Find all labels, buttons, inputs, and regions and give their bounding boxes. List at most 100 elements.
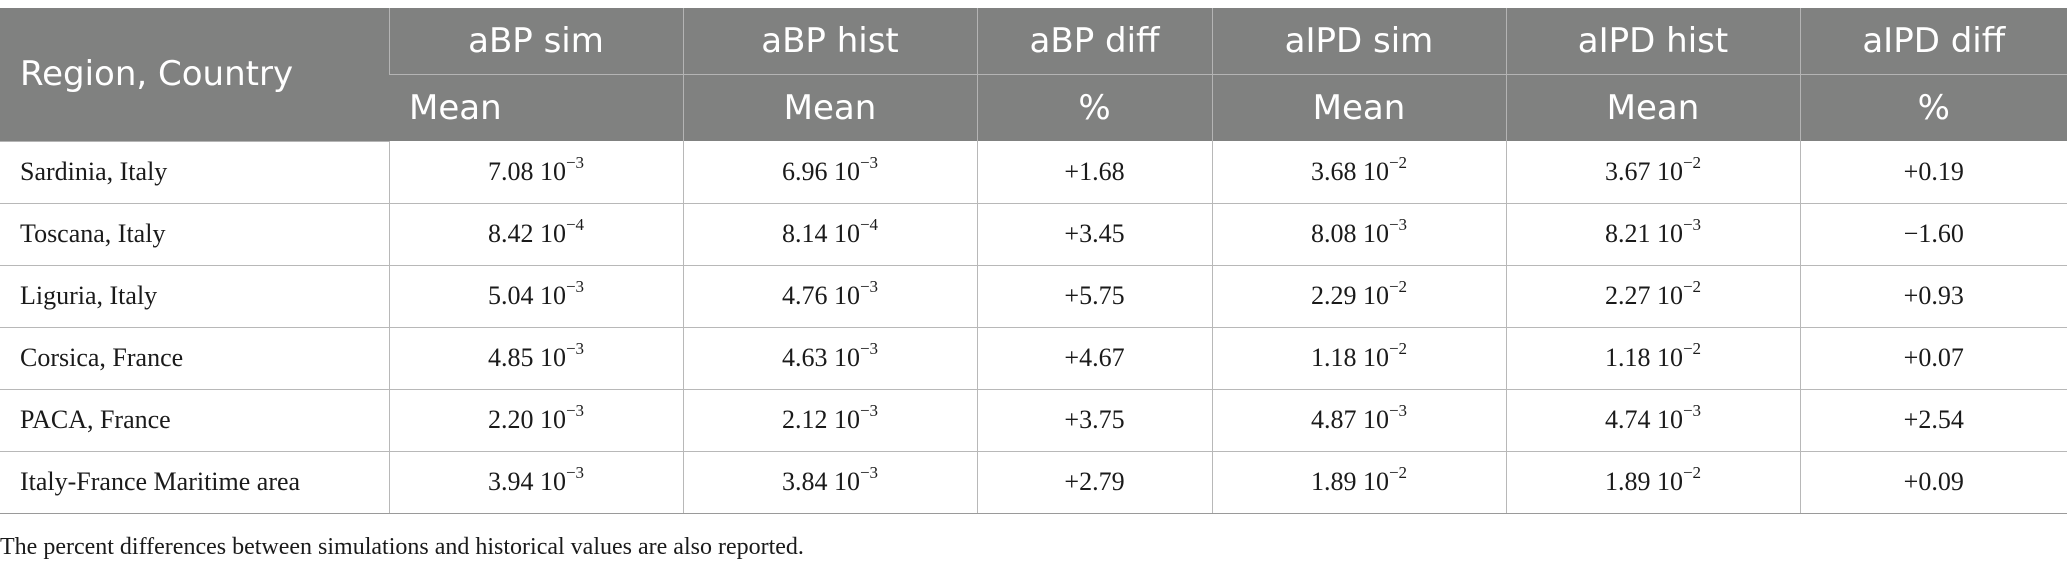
- value-mantissa: 1.18 10: [1604, 343, 1683, 372]
- region-cell: Toscana, Italy: [0, 203, 389, 266]
- value-mantissa: +2.54: [1903, 405, 1964, 434]
- header-aipd-diff: aIPD diff: [1799, 8, 2067, 75]
- value-cell: +2.54: [1799, 389, 2067, 452]
- subheader-abp-sim: Mean: [389, 74, 683, 141]
- subheader-aipd-sim: Mean: [1211, 74, 1506, 141]
- header-region-country: Region, Country: [0, 8, 389, 142]
- value-mantissa: +3.45: [1064, 219, 1125, 248]
- value-mantissa: 3.68 10: [1310, 156, 1389, 186]
- table-header: Region, Country aBP sim aBP hist aBP dif…: [0, 8, 2067, 142]
- value-exponent: −2: [1682, 153, 1702, 173]
- value-cell: 7.08 10−3: [388, 141, 683, 204]
- value-cell: 4.87 10−3: [1211, 389, 1506, 452]
- value-cell: 1.89 10−2: [1505, 451, 1800, 514]
- value-mantissa: 6.96 10: [781, 156, 860, 186]
- value-mantissa: +2.79: [1064, 467, 1125, 496]
- value-mantissa: 8.08 10: [1310, 219, 1389, 248]
- value-mantissa: 3.84 10: [781, 467, 860, 496]
- value-cell: −1.60: [1799, 203, 2067, 266]
- value-cell: +0.07: [1799, 327, 2067, 390]
- value-exponent: −3: [565, 277, 585, 297]
- value-cell: +1.68: [976, 141, 1212, 204]
- value-cell: +0.19: [1799, 141, 2067, 204]
- value-exponent: −3: [859, 463, 879, 483]
- value-cell: +0.93: [1799, 265, 2067, 328]
- header-aipd-sim: aIPD sim: [1211, 8, 1506, 75]
- value-cell: 4.74 10−3: [1505, 389, 1800, 452]
- value-cell: 2.29 10−2: [1211, 265, 1506, 328]
- value-mantissa: 8.42 10: [487, 219, 566, 248]
- table-row: Sardinia, Italy 7.08 10−3 6.96 10−3 +1.68 3.…: [0, 141, 2067, 204]
- value-mantissa: 2.12 10: [781, 405, 860, 434]
- value-exponent: −2: [1388, 153, 1408, 173]
- table-row: Liguria, Italy 5.04 10−3 4.76 10−3 +5.75 2.2…: [0, 265, 2067, 328]
- value-exponent: −2: [1388, 463, 1408, 483]
- value-cell: +5.75: [976, 265, 1212, 328]
- value-mantissa: 4.63 10: [781, 343, 860, 372]
- value-mantissa: +0.19: [1903, 156, 1964, 186]
- value-cell: +3.45: [976, 203, 1212, 266]
- region-cell: PACA, France: [0, 389, 389, 452]
- value-cell: 4.63 10−3: [682, 327, 977, 390]
- value-mantissa: 3.94 10: [487, 467, 566, 496]
- value-mantissa: +4.67: [1064, 343, 1125, 372]
- value-exponent: −3: [1682, 401, 1702, 421]
- value-mantissa: 1.89 10: [1604, 467, 1683, 496]
- table-footnote: The percent differences between simulati…: [0, 534, 804, 560]
- value-mantissa: 4.74 10: [1604, 405, 1683, 434]
- value-mantissa: 2.29 10: [1310, 281, 1389, 310]
- value-exponent: −3: [859, 153, 879, 173]
- subheader-aipd-hist: Mean: [1505, 74, 1800, 141]
- value-mantissa: 1.89 10: [1310, 467, 1389, 496]
- region-cell: Corsica, France: [0, 327, 389, 390]
- value-cell: +0.09: [1799, 451, 2067, 514]
- value-mantissa: 1.18 10: [1310, 343, 1389, 372]
- value-cell: 2.20 10−3: [388, 389, 683, 452]
- header-abp-sim: aBP sim: [388, 8, 683, 75]
- value-exponent: −3: [1682, 215, 1702, 235]
- value-cell: 4.85 10−3: [388, 327, 683, 390]
- value-cell: 3.67 10−2: [1505, 141, 1800, 204]
- value-exponent: −3: [565, 153, 585, 173]
- value-cell: 6.96 10−3: [682, 141, 977, 204]
- value-mantissa: 3.67 10: [1604, 156, 1683, 186]
- value-exponent: −3: [565, 339, 585, 359]
- header-abp-hist: aBP hist: [682, 8, 977, 75]
- value-cell: 1.18 10−2: [1505, 327, 1800, 390]
- value-cell: +2.79: [976, 451, 1212, 514]
- value-mantissa: 7.08 10: [487, 156, 566, 186]
- value-mantissa: 2.27 10: [1604, 281, 1683, 310]
- header-abp-diff: aBP diff: [976, 8, 1212, 75]
- value-mantissa: 4.76 10: [781, 281, 860, 310]
- table-row: PACA, France 2.20 10−3 2.12 10−3 +3.75 4.87 …: [0, 389, 2067, 452]
- header-aipd-hist: aIPD hist: [1505, 8, 1800, 75]
- table-row: Italy-France Maritime area 3.94 10 −3 3.84 …: [0, 451, 2067, 514]
- value-mantissa: 4.85 10: [487, 343, 566, 372]
- table-row: Corsica, France 4.85 10−3 4.63 10−3 +4.67 1.…: [0, 327, 2067, 390]
- value-exponent: −3: [1388, 215, 1408, 235]
- value-cell: 1.89 10−2: [1211, 451, 1506, 514]
- value-mantissa: +0.07: [1903, 343, 1964, 372]
- subheader-abp-hist: Mean: [682, 74, 977, 141]
- header-row-top: Region, Country aBP sim aBP hist aBP dif…: [0, 8, 2067, 142]
- value-cell: 5.04 10−3: [388, 265, 683, 328]
- value-cell: 8.14 10−4: [682, 203, 977, 266]
- value-cell: 8.08 10−3: [1211, 203, 1506, 266]
- value-mantissa: 4.87 10: [1310, 405, 1389, 434]
- value-mantissa: +1.68: [1064, 156, 1125, 186]
- value-exponent: −2: [1388, 339, 1408, 359]
- value-exponent: −2: [1388, 277, 1408, 297]
- value-cell: 8.42 10−4: [388, 203, 683, 266]
- value-cell: 2.27 10−2: [1505, 265, 1800, 328]
- subheader-abp-diff: %: [976, 74, 1212, 141]
- value-mantissa: +3.75: [1064, 405, 1125, 434]
- value-exponent: −3: [859, 401, 879, 421]
- region-cell: Sardinia, Italy: [0, 141, 389, 204]
- value-mantissa: +0.09: [1903, 467, 1964, 496]
- value-cell: +4.67: [976, 327, 1212, 390]
- value-mantissa: 2.20 10: [487, 405, 566, 434]
- value-mantissa: 8.21 10: [1604, 219, 1683, 248]
- region-cell: Italy-France Maritime area: [0, 451, 389, 514]
- value-exponent: −3: [1388, 401, 1408, 421]
- data-table: Region, Country aBP sim aBP hist aBP dif…: [0, 8, 2067, 514]
